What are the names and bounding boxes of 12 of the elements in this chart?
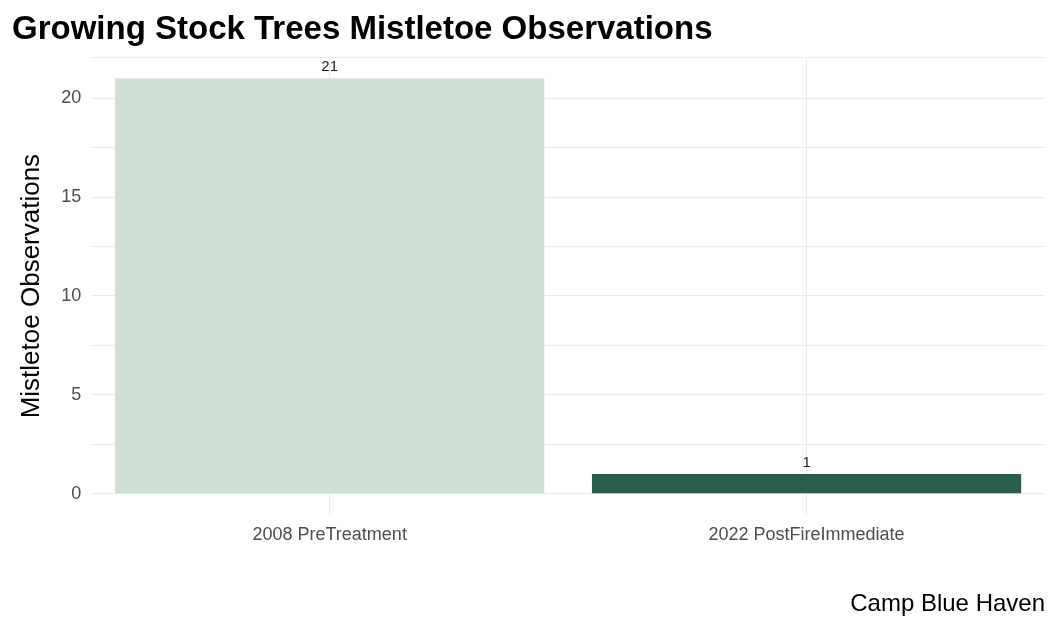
y-tick-label: 0 xyxy=(71,482,82,503)
x-axis-title: Camp Blue Haven xyxy=(850,589,1045,617)
x-tick-label: 2008 PreTreatment xyxy=(252,524,407,545)
data-label: 21 xyxy=(321,57,339,75)
y-tick-label: 20 xyxy=(61,87,82,108)
y-axis-title: Mistletoe Observations xyxy=(14,153,45,419)
x-tick-label: 2022 PostFireImmediate xyxy=(708,524,905,545)
y-tick-label: 5 xyxy=(71,383,82,404)
data-label: 1 xyxy=(802,452,811,470)
y-tick-label: 10 xyxy=(61,284,82,305)
chart-title: Growing Stock Trees Mistletoe Observations xyxy=(12,8,713,46)
y-tick-label: 15 xyxy=(61,186,82,207)
